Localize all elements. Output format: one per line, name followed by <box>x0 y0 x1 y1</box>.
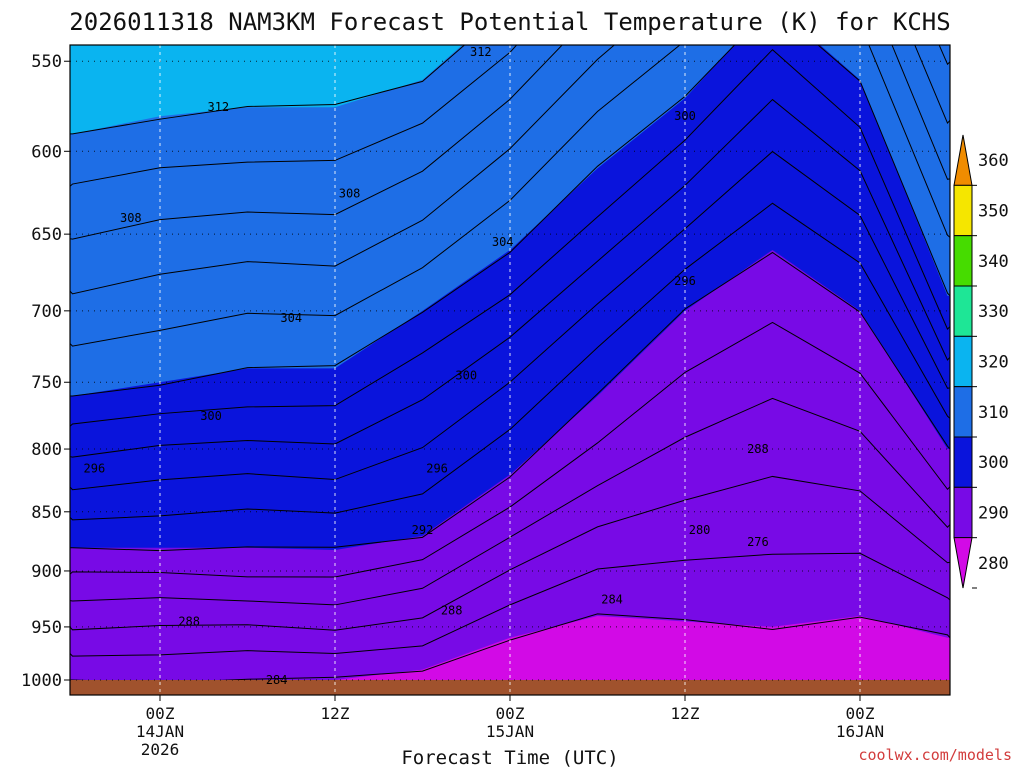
contour-labels: 3283243363323483403283243323203163123203… <box>84 45 769 687</box>
colorbar-band-300 <box>953 386 973 438</box>
colorbar-band-290 <box>953 436 973 488</box>
x-tick-label: 14JAN <box>136 722 184 741</box>
contour-label: 288 <box>441 603 463 617</box>
contour-label: 304 <box>492 235 514 249</box>
x-tick-label: 00Z <box>496 704 525 723</box>
contour-label: 300 <box>200 409 222 423</box>
colorbar-band-280 <box>953 486 973 539</box>
x-tick-label: 00Z <box>846 704 875 723</box>
isentrope-line <box>70 48 950 427</box>
contour-label: 308 <box>120 211 142 225</box>
contour-label: 296 <box>426 461 448 475</box>
y-tick-label: 550 <box>31 52 62 72</box>
y-tick-label: 800 <box>31 440 62 460</box>
colorbar-tick-label: 280 <box>978 554 1009 574</box>
credit-text: coolwx.com/models <box>858 746 1012 764</box>
colorbar-tick-label: 310 <box>978 403 1009 423</box>
colorbar-band-340 <box>953 184 973 237</box>
x-tick-label: 00Z <box>146 704 175 723</box>
contour-label: 308 <box>339 187 361 201</box>
contour-label: 276 <box>747 535 769 549</box>
y-axis-ticks: 2503003504004505005506006507007508008509… <box>21 52 70 691</box>
y-tick-label: 750 <box>31 373 62 393</box>
colorbar-band-330 <box>953 235 973 287</box>
x-axis-label: Forecast Time (UTC) <box>401 747 618 768</box>
colorbar-tick-label: 340 <box>978 252 1009 272</box>
y-tick-label: 700 <box>31 302 62 322</box>
x-tick-label: 12Z <box>671 704 700 723</box>
isentrope-line <box>70 475 950 631</box>
contour-label: 292 <box>412 523 434 537</box>
y-tick-label: 600 <box>31 142 62 162</box>
colorbar-tick-label: 290 <box>978 504 1009 524</box>
colorbar-tick-label: 350 <box>978 202 1009 222</box>
band-310 <box>70 45 950 134</box>
colorbar-tick-label: 320 <box>978 353 1009 373</box>
contour-label: 288 <box>747 442 769 456</box>
contour-label: 300 <box>455 368 477 382</box>
colorbar-tick-label: 330 <box>978 302 1009 322</box>
contour-label: 284 <box>601 592 623 606</box>
isentrope-line <box>70 45 950 295</box>
x-tick-label: 12Z <box>321 704 350 723</box>
x-tick-label: 16JAN <box>836 722 884 741</box>
colorbar-tick-label: 300 <box>978 453 1009 473</box>
contour-label: 312 <box>207 100 229 114</box>
isentrope-line <box>70 45 466 135</box>
colorbar-band-350 <box>953 134 973 186</box>
y-tick-label: 850 <box>31 503 62 523</box>
ground-strip <box>70 680 950 695</box>
contour-label: 280 <box>689 523 711 537</box>
chart-title: 2026011318 NAM3KM Forecast Potential Tem… <box>69 8 950 36</box>
contour-label: 300 <box>674 109 696 123</box>
colorbar-band-270 <box>953 537 973 589</box>
contour-label: 284 <box>266 673 288 687</box>
y-tick-label: 650 <box>31 225 62 245</box>
colorbar-band-320 <box>953 285 973 337</box>
y-tick-label: 900 <box>31 562 62 582</box>
contour-label: 296 <box>674 274 696 288</box>
y-tick-label: 950 <box>31 618 62 638</box>
x-tick-label: 15JAN <box>486 722 534 741</box>
colorbar: 360 350 340 330 320 310 300 290 280 <box>953 134 1009 589</box>
contour-label: 296 <box>84 461 106 475</box>
colorbar-band-310 <box>953 335 973 388</box>
contour-label: 304 <box>280 311 302 325</box>
plot-area: 3283243363323483403283243323203163123203… <box>70 45 950 695</box>
contour-label: 288 <box>178 614 200 628</box>
grid-lines <box>70 45 950 695</box>
x-tick-label: 2026 <box>141 740 180 759</box>
colorbar-tick-label: 360 <box>978 151 1009 171</box>
contour-label: 312 <box>470 45 492 59</box>
y-tick-label: 1000 <box>21 671 62 691</box>
isentrope-line <box>70 45 950 240</box>
